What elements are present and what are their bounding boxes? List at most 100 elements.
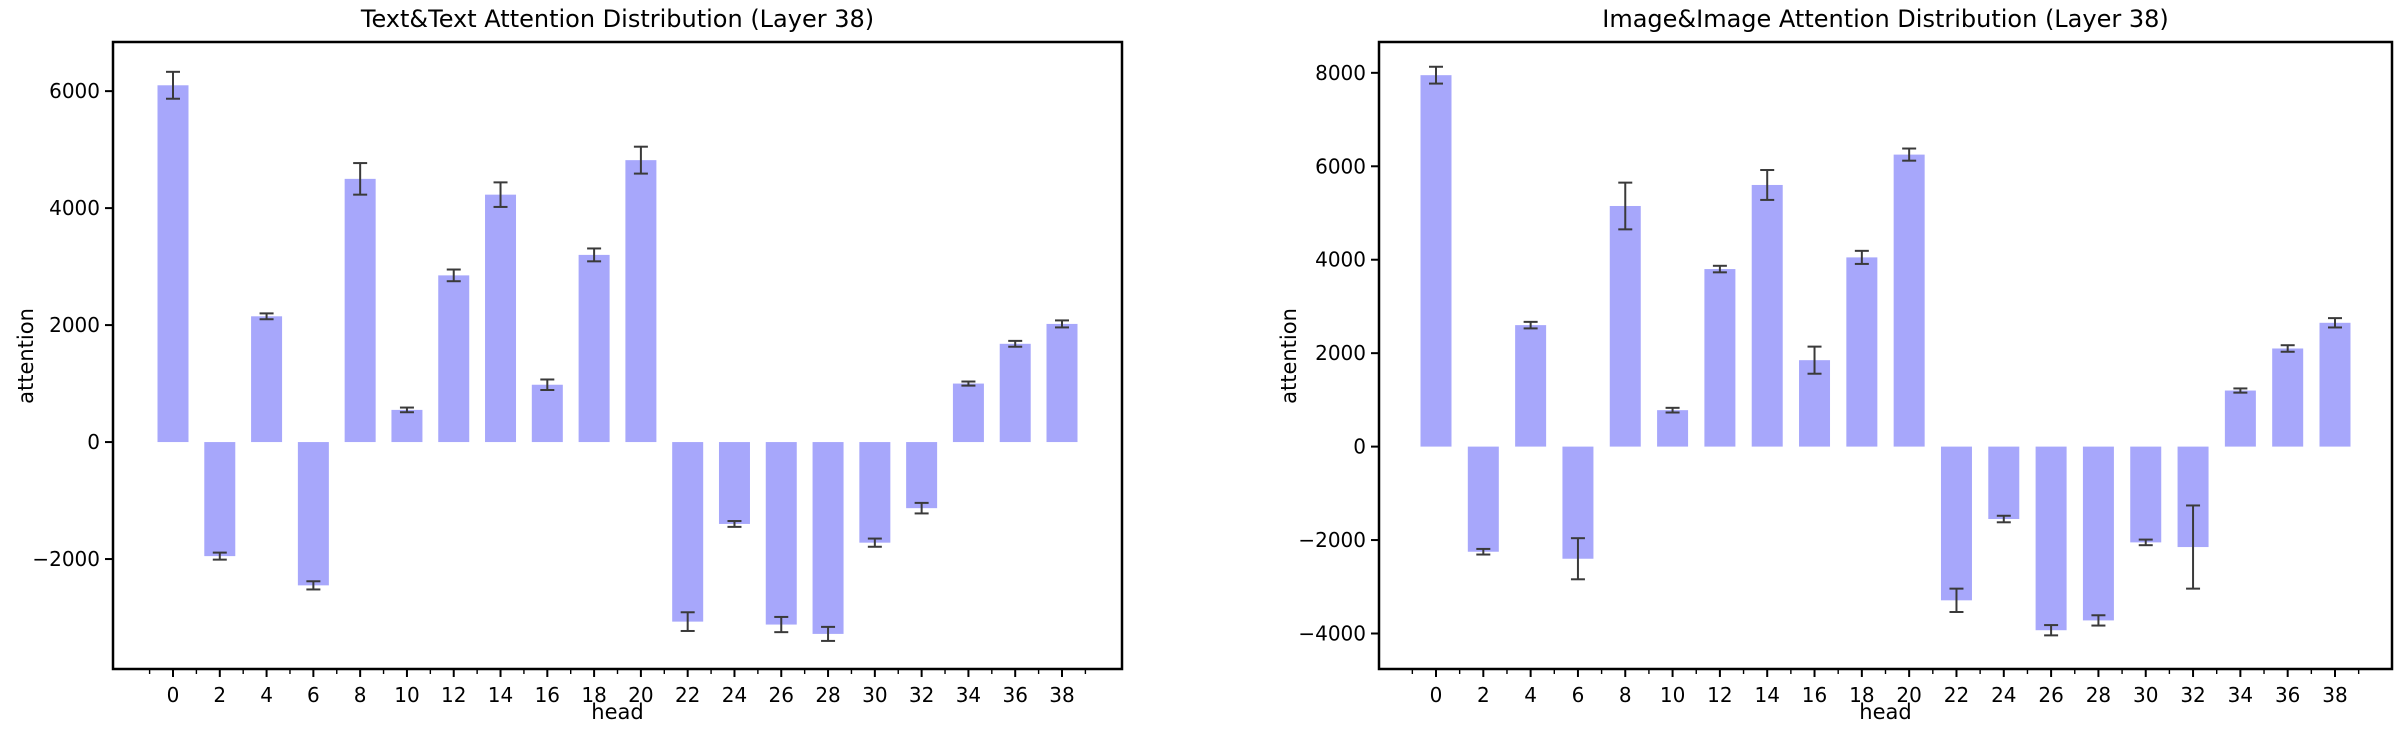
x-tick-label: 6 [1572,683,1585,707]
x-tick-label: 24 [722,683,747,707]
bar-head-20 [625,160,657,443]
x-tick-label: 14 [1754,683,1779,707]
x-tick-label: 22 [675,683,700,707]
y-tick-label: −2000 [1298,528,1366,552]
x-tick-label: 0 [167,683,180,707]
x-tick-label: 14 [488,683,513,707]
bar-head-20 [1893,154,1925,447]
chart-canvas-text-text: 0 2 4 6 8 10 12 14 16 18 20 22 24 26 28 30 32 34 36 38−2000… [32,40,1124,707]
chart-title-text-text: Text&Text Attention Distribution (Layer … [360,5,875,33]
x-tick-label: 20 [628,683,653,707]
bar-head-8 [344,178,376,443]
bar-head-38 [2319,322,2351,447]
y-tick-label: 2000 [1315,341,1366,365]
x-tick-label: 2 [213,683,226,707]
chart-panel-text-text: 0 2 4 6 8 10 12 14 16 18 20 22 24 26 28 30 32 34 36 38 −2000… [14,5,1124,724]
bar-head-36 [999,343,1031,443]
bar-head-18 [578,254,610,443]
x-tick-label: 4 [260,683,273,707]
bar-head-10 [1657,410,1689,447]
x-tick-label: 26 [769,683,794,707]
x-tick-label: 10 [1660,683,1685,707]
bar-head-24 [718,442,750,524]
bar-head-30 [2130,446,2162,543]
x-tick-label: 12 [1707,683,1732,707]
bar-head-30 [859,442,891,543]
x-tick-label: 36 [2275,683,2300,707]
x-tick-label: 4 [1524,683,1537,707]
x-tick-label: 30 [862,683,887,707]
bar-head-36 [2272,348,2304,447]
x-tick-label: 28 [2086,683,2111,707]
bar-head-28 [2082,446,2114,621]
x-tick-label: 32 [909,683,934,707]
x-tick-label: 12 [441,683,466,707]
x-tick-label: 2 [1477,683,1490,707]
bar-head-22 [672,442,704,622]
chart-panel-image-image: 0 2 4 6 8 10 12 14 16 18 20 22 24 26 28 30 32 34 36 38 −4000… [1201,0,2402,734]
bar-head-34 [952,383,984,443]
x-tick-label: 18 [581,683,606,707]
x-tick-label: 34 [2228,683,2253,707]
chart-title-image-image: Image&Image Attention Distribution (Laye… [1602,5,2169,33]
bar-head-8 [1609,205,1641,447]
bar-head-18 [1846,257,1878,447]
x-axis-label: head [1859,700,1912,724]
bar-head-22 [1940,446,1972,601]
x-tick-label: 0 [1430,683,1443,707]
bar-head-12 [1704,269,1736,447]
y-tick-label: 6000 [1315,154,1366,178]
x-tick-label: 16 [535,683,560,707]
x-tick-label: 36 [1002,683,1027,707]
y-tick-label: 4000 [49,196,100,220]
y-tick-label: 0 [87,430,100,454]
y-axis-label: attention [1277,307,1301,404]
x-tick-label: 34 [956,683,981,707]
x-tick-label: 18 [1849,683,1874,707]
y-tick-label: 4000 [1315,248,1366,272]
y-axis-label: attention [14,307,38,404]
y-tick-label: −4000 [1298,621,1366,645]
bar-head-6 [297,442,329,586]
bar-head-2 [204,442,236,557]
y-tick-label: 8000 [1315,61,1366,85]
x-tick-label: 10 [394,683,419,707]
x-tick-label: 26 [2038,683,2063,707]
bar-head-0 [157,85,189,443]
bar-head-4 [251,316,283,443]
bar-head-24 [1988,446,2020,520]
x-tick-label: 24 [1991,683,2016,707]
bar-head-32 [906,442,938,509]
bar-head-28 [812,442,844,634]
y-tick-label: 6000 [49,79,100,103]
x-tick-label: 6 [307,683,320,707]
bar-head-14 [1751,184,1783,447]
bar-head-12 [438,275,470,443]
bar-head-16 [531,384,563,443]
x-tick-label: 30 [2133,683,2158,707]
bar-head-38 [1046,323,1078,443]
x-axis-label: head [591,700,644,724]
bar-head-26 [765,442,797,625]
x-tick-label: 8 [1619,683,1632,707]
bar-head-26 [2035,446,2067,631]
bar-head-2 [1467,446,1499,552]
y-tick-label: 0 [1353,435,1366,459]
bar-head-10 [391,409,423,443]
x-tick-label: 16 [1802,683,1827,707]
x-tick-label: 28 [815,683,840,707]
x-tick-label: 38 [2322,683,2347,707]
bar-head-14 [485,194,517,443]
x-tick-label: 20 [1896,683,1921,707]
bar-head-0 [1420,75,1452,447]
y-tick-label: 2000 [49,313,100,337]
bar-head-4 [1515,325,1547,447]
chart-canvas-image-image: 0 2 4 6 8 10 12 14 16 18 20 22 24 26 28 30 32 34 36 38−4000… [1298,40,2394,707]
bar-head-34 [2224,390,2256,447]
x-tick-label: 22 [1944,683,1969,707]
x-tick-label: 32 [2180,683,2205,707]
x-tick-label: 38 [1049,683,1074,707]
x-tick-label: 8 [354,683,367,707]
y-tick-label: −2000 [32,547,100,571]
